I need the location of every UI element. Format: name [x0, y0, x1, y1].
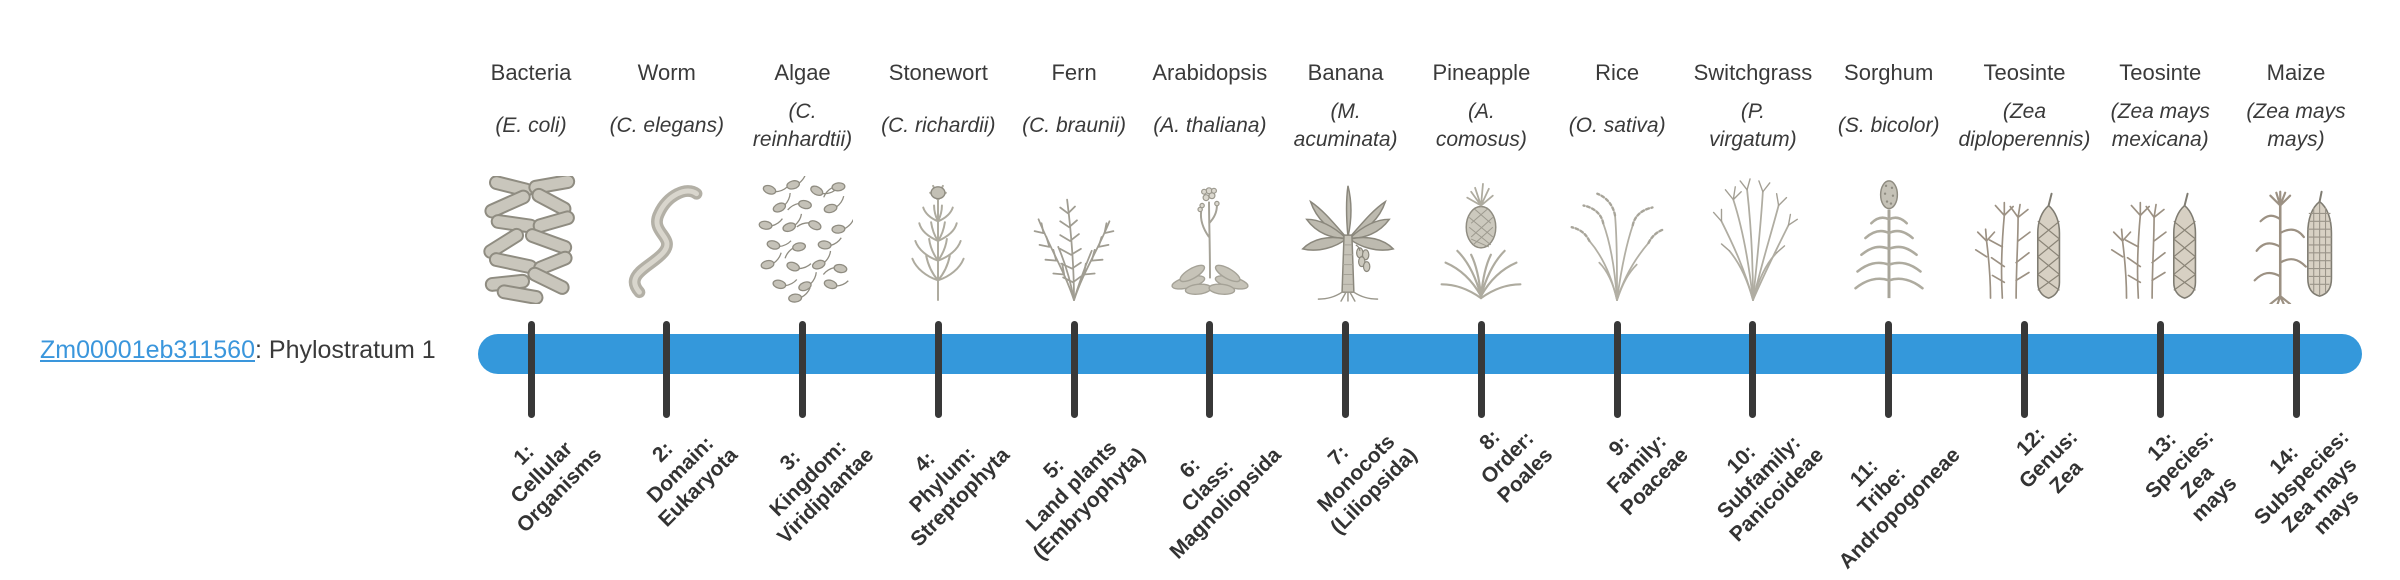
- organism-scientific-name: (P. virgatum): [1709, 100, 1797, 152]
- organism-label: Rice (O. sativa): [1549, 60, 1685, 158]
- organism-scientific-name: (M. acuminata): [1293, 100, 1398, 152]
- organism-common-name: Worm: [637, 60, 696, 85]
- organism-common-name: Rice: [1595, 60, 1640, 85]
- timeline-tick: [2020, 321, 2028, 418]
- stratum-label: 11: Tribe: Andropogoneae: [1833, 443, 1964, 574]
- organism-label: Algae (C. reinhardtii): [735, 60, 871, 158]
- algae-icon: [748, 172, 858, 304]
- timeline-tick: [1070, 321, 1078, 418]
- stratum-label: 6: Class: Magnoliopsida: [1164, 443, 1286, 564]
- organism-common-name: Teosinte: [2119, 60, 2202, 85]
- stratum-label: 12: Genus: Zea: [2012, 422, 2087, 498]
- organism-common-name: Sorghum: [1844, 60, 1934, 85]
- arabidopsis-icon: [1155, 172, 1265, 304]
- organism-label: Teosinte (Zea diploperennis): [1956, 60, 2092, 158]
- organism-label: Switchgrass (P. virgatum): [1685, 60, 1821, 158]
- stratum-label: 4: Phylum: Streptophyta: [904, 442, 1014, 551]
- switchgrass-icon: [1698, 172, 1808, 304]
- gene-label: Zm00001eb311560: Phylostratum 1: [40, 336, 436, 365]
- teosinte-icon: [2105, 172, 2215, 304]
- organism-label: Pineapple (A. comosus): [1413, 60, 1549, 158]
- organism-scientific-name: (A. thaliana): [1153, 114, 1267, 138]
- organism-common-name: Pineapple: [1432, 60, 1531, 85]
- organism-common-name: Fern: [1051, 60, 1097, 85]
- stratum-label: 8: Order: Poales: [1474, 425, 1557, 508]
- organism-scientific-name: (S. bicolor): [1837, 114, 1940, 138]
- organism-label: Fern (C. braunii): [1006, 60, 1142, 158]
- organism-scientific-name: (O. sativa): [1568, 114, 1666, 138]
- teosinte-icon: [1969, 172, 2079, 304]
- organism-common-name: Algae: [774, 60, 831, 85]
- organism-common-name: Banana: [1307, 60, 1384, 85]
- timeline-tick: [1477, 321, 1485, 418]
- timeline-tick: [527, 321, 535, 418]
- organism-common-name: Bacteria: [490, 60, 572, 85]
- organism-scientific-name: (Zea mays mexicana): [2110, 100, 2210, 152]
- stratum-label: 9: Family: Poaceae: [1602, 429, 1693, 520]
- stratum-label: 14: Subspecies: Zea mays mays: [2250, 425, 2365, 540]
- organism-common-name: Teosinte: [1983, 60, 2066, 85]
- stratum-label: 3: Kingdom: Viridiplantae: [764, 435, 878, 549]
- stratum-label: 7: Monocots (Liliopsida): [1312, 430, 1421, 539]
- gene-link[interactable]: Zm00001eb311560: [40, 336, 255, 364]
- organism-label: Arabidopsis (A. thaliana): [1142, 60, 1278, 158]
- worm-icon: [612, 172, 722, 304]
- timeline-tick: [1885, 321, 1893, 418]
- stratum-label: 5: Land plants (Embryophyta): [1021, 436, 1150, 565]
- organism-scientific-name: (C. richardii): [881, 114, 996, 138]
- organism-label: Worm (C. elegans): [599, 60, 735, 158]
- organism-common-name: Stonewort: [888, 60, 988, 85]
- organism-label: Teosinte (Zea mays mexicana): [2092, 60, 2228, 158]
- timeline-tick: [1749, 321, 1757, 418]
- timeline-tick: [663, 321, 671, 418]
- timeline-tick: [1206, 321, 1214, 418]
- organism-label: Stonewort (C. richardii): [870, 60, 1006, 158]
- fern-icon: [1019, 172, 1129, 304]
- timeline-tick: [1613, 321, 1621, 418]
- organism-label: Banana (M. acuminata): [1278, 60, 1414, 158]
- timeline-bar: [478, 334, 2362, 374]
- organism-scientific-name: (C. braunii): [1022, 114, 1127, 138]
- organism-scientific-name: (E. coli): [495, 114, 567, 138]
- organism-scientific-name: (A. comosus): [1435, 100, 1527, 152]
- stratum-label: 1: Cellular Organisms: [506, 437, 607, 537]
- timeline-tick: [2156, 321, 2164, 418]
- phylostratum-text: : Phylostratum 1: [255, 336, 436, 364]
- organism-common-name: Switchgrass: [1693, 60, 1813, 85]
- bacteria-icon: [476, 172, 586, 304]
- sorghum-icon: [1834, 172, 1944, 304]
- stonewort-icon: [883, 172, 993, 304]
- stratum-label: 2: Domain: Eukaryota: [642, 431, 743, 532]
- organism-label: Bacteria (E. coli): [463, 60, 599, 158]
- timeline-tick: [1342, 321, 1350, 418]
- pineapple-icon: [1426, 172, 1536, 304]
- timeline-tick: [2292, 321, 2300, 418]
- organism-label: Sorghum (S. bicolor): [1821, 60, 1957, 158]
- organism-scientific-name: (Zea diploperennis): [1958, 100, 2091, 152]
- timeline-tick: [934, 321, 942, 418]
- organism-common-name: Maize: [2266, 60, 2326, 85]
- organism-scientific-name: (C. elegans): [609, 114, 724, 138]
- organism-scientific-name: (Zea mays mays): [2246, 100, 2346, 152]
- maize-icon: [2241, 172, 2351, 304]
- organism-scientific-name: (C. reinhardtii): [752, 100, 853, 152]
- organism-label: Maize (Zea mays mays): [2228, 60, 2364, 158]
- banana-icon: [1291, 172, 1401, 304]
- timeline-tick: [799, 321, 807, 418]
- organism-common-name: Arabidopsis: [1152, 60, 1268, 85]
- stratum-label: 13: Species: Zea mays: [2140, 425, 2242, 527]
- rice-icon: [1562, 172, 1672, 304]
